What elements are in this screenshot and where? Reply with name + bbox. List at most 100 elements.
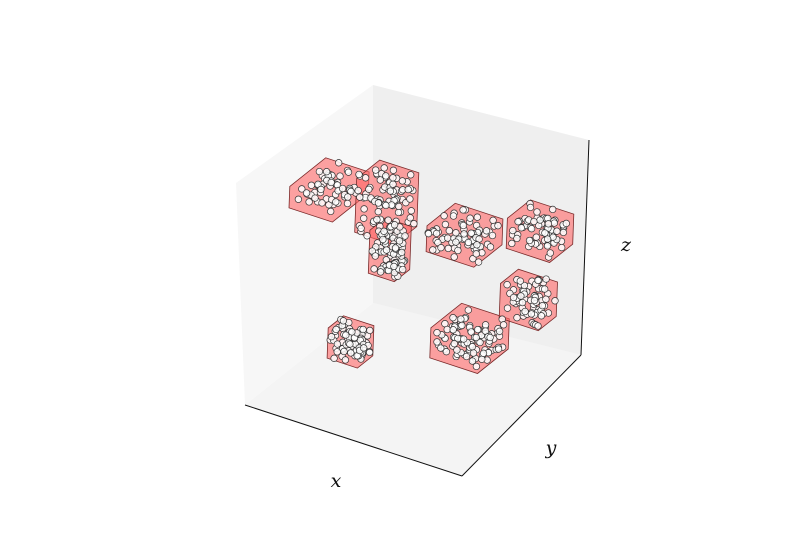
data-point: [468, 343, 477, 351]
data-point: [527, 225, 536, 233]
data-point: [338, 184, 347, 193]
data-point: [437, 244, 445, 252]
data-point: [382, 201, 390, 210]
data-point: [376, 268, 385, 276]
data-point: [347, 349, 355, 357]
data-point: [433, 338, 441, 346]
data-point: [478, 355, 486, 363]
data-point: [395, 202, 403, 211]
data-point: [527, 310, 536, 318]
data-point: [365, 185, 373, 193]
data-point: [550, 219, 558, 227]
data-point: [534, 276, 542, 285]
data-point: [311, 194, 319, 202]
data-point: [559, 228, 568, 237]
data-point: [298, 185, 306, 193]
data-point: [407, 171, 415, 179]
data-point: [533, 208, 541, 216]
data-point: [366, 326, 374, 335]
data-point: [530, 296, 539, 305]
data-point: [525, 236, 534, 245]
data-point: [424, 230, 433, 238]
data-point: [521, 307, 529, 316]
data-point: [318, 199, 326, 207]
data-point: [518, 298, 527, 307]
data-point: [389, 166, 398, 174]
data-point: [441, 220, 450, 229]
data-point: [333, 340, 342, 348]
data-point: [536, 216, 544, 224]
data-point: [513, 234, 521, 243]
data-point: [360, 205, 368, 213]
data-point: [444, 234, 452, 242]
data-point: [356, 193, 364, 201]
data-point: [332, 325, 340, 334]
data-point: [460, 230, 468, 238]
data-point: [395, 237, 404, 245]
data-point: [450, 340, 458, 348]
data-point: [437, 344, 445, 352]
data-point: [379, 235, 387, 244]
data-point: [389, 180, 397, 188]
data-point: [479, 349, 488, 357]
data-point: [469, 255, 477, 263]
y-axis-label: y: [545, 437, 557, 459]
data-point: [457, 315, 465, 323]
data-point: [458, 321, 466, 330]
data-point: [330, 354, 338, 362]
data-point: [459, 221, 468, 230]
data-point: [429, 246, 437, 254]
data-point: [376, 176, 384, 184]
data-point: [407, 207, 415, 215]
data-point: [370, 265, 378, 273]
data-point: [322, 168, 331, 176]
data-point: [294, 195, 303, 203]
data-point: [382, 172, 390, 180]
data-point: [494, 345, 503, 353]
data-point: [394, 208, 403, 217]
data-point: [541, 229, 549, 237]
data-point: [542, 275, 550, 283]
data-point: [546, 249, 554, 257]
data-point: [462, 352, 471, 361]
data-point: [332, 198, 340, 206]
data-point: [384, 216, 392, 224]
data-point: [443, 325, 451, 334]
x-axis-line: [244, 404, 463, 477]
data-point: [466, 214, 474, 222]
data-point: [464, 306, 472, 314]
data-point: [340, 347, 348, 356]
data-point: [347, 187, 355, 196]
data-point: [444, 244, 452, 253]
data-point: [494, 222, 502, 230]
data-point: [432, 229, 441, 238]
data-point: [482, 227, 491, 235]
data-point: [516, 277, 524, 285]
data-point: [472, 362, 481, 371]
data-point: [542, 295, 550, 303]
data-point: [386, 187, 395, 195]
data-point: [541, 285, 549, 293]
data-point: [495, 327, 504, 335]
x-axis-label: x: [331, 470, 342, 492]
data-point: [452, 238, 460, 246]
data-point: [305, 198, 313, 206]
data-point: [467, 229, 475, 237]
data-point: [534, 322, 542, 330]
data-point: [354, 186, 362, 195]
data-point: [380, 164, 388, 172]
data-point: [341, 356, 350, 364]
data-point: [333, 348, 341, 356]
data-point: [335, 159, 343, 167]
data-point: [467, 328, 475, 336]
data-point: [469, 349, 478, 357]
data-point: [374, 208, 382, 216]
data-point: [336, 172, 344, 180]
data-point: [551, 297, 559, 305]
data-point: [315, 167, 324, 176]
data-point: [532, 233, 540, 241]
data-point: [452, 229, 460, 237]
data-point: [360, 344, 368, 352]
data-point: [549, 205, 557, 214]
